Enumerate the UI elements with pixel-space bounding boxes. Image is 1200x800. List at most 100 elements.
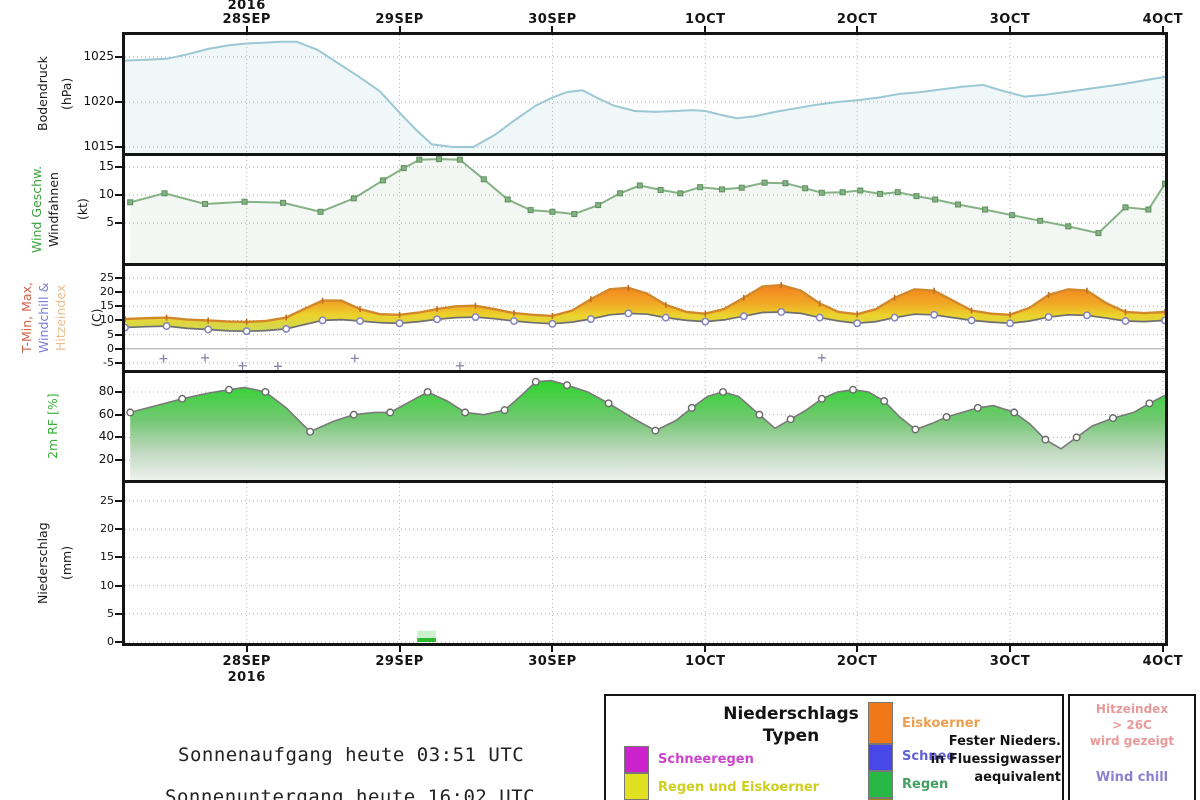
temperature-tick-label: 0 [107,341,114,355]
humidity-tick [115,436,122,439]
humidity-tick [115,413,122,416]
top-axis-day-label: 1OCT [685,12,726,27]
humidity-tick [115,390,122,393]
wind-tick [115,165,122,168]
bottom-axis-day-label: 28SEP [222,654,271,669]
wind-tick [115,222,122,224]
temperature-tick-label: 10 [100,313,114,327]
wind-panel [125,153,1165,263]
top-axis-day-label: 3OCT [989,12,1031,27]
schnee-swatch [868,744,893,771]
extra-swatch [868,798,893,800]
top-axis-tick [245,26,248,32]
wind-tick-label: 5 [106,215,114,229]
temperature-tick-label: -5 [103,355,114,369]
bottom-axis-day-label: 1OCT [685,654,726,669]
wind-axis-title: Windfahnen [46,172,61,247]
bottom-axis-tick [704,646,707,652]
humidity-plot [125,373,1165,480]
precipitation-tick [115,640,122,643]
temperature-tick [115,333,122,336]
top-axis-year-label: 2016 [227,0,266,13]
bottom-axis-tick [856,646,859,652]
temperature-panel [125,263,1165,370]
bottom-axis-day-label: 4OCT [1142,654,1184,669]
bottom-axis-tick [398,646,401,652]
eiskoerner-label: Eiskoerner [902,716,981,731]
pressure-plot [125,35,1165,153]
bottom-axis-day-label: 30SEP [528,654,577,669]
precipitation-tick [115,499,122,502]
regen-label: Regen [902,777,949,792]
schnee-label: Schnee [902,749,956,764]
top-axis-tick [551,26,554,32]
pressure-tick [115,145,122,148]
temperature-tick [115,276,122,279]
heatindex-note-line3: wird gezeigt [1089,734,1175,748]
wind-plot [125,156,1165,263]
bottom-axis-day-label: 2OCT [836,654,878,669]
wind-axis-title: Wind Geschw. [29,165,44,254]
solid-precip-note-line2: in Fluessigwasser [930,752,1061,767]
wind-tick-label: 10 [98,186,114,201]
bottom-axis-year-label: 2016 [227,670,266,685]
humidity-panel [125,370,1165,480]
sunset-text: Sonnenuntergang heute 16:02 UTC [165,786,536,800]
temperature-tick [115,347,122,350]
humidity-tick-label: 40 [98,429,114,444]
top-axis-tick [856,26,859,32]
precipitation-tick-label: 15 [100,550,114,564]
precipitation-tick [115,528,122,531]
temperature-tick-label: 25 [100,270,114,284]
wind-tick [115,193,122,196]
pressure-axis-title: Bodendruck [35,56,50,132]
windchill-label: Wind chill [1095,770,1169,785]
eiskoerner-swatch [868,702,893,744]
regen-swatch [868,771,893,798]
humidity-line [129,379,1165,450]
temperature-tick-label: 5 [107,327,114,341]
top-axis-day-label: 29SEP [375,12,424,27]
regen-eiskoerner-swatch [624,773,649,800]
heatindex-note-line2: > 26C [1112,718,1152,732]
precipitation-tick [115,556,122,559]
pressure-axis-unit: (hPa) [59,77,74,111]
solid-precip-note-line3: aequivalent [974,770,1061,785]
temperature-axis-title: Hitzeindex [53,284,68,352]
temperature-plot [125,266,1165,370]
temperature-tick [115,291,122,294]
humidity-tick [115,459,122,462]
sunrise-text: Sonnenaufgang heute 03:51 UTC [178,744,525,766]
legend-title-line2: Typen [762,726,820,746]
top-axis-tick [1009,26,1012,32]
temperature-band [125,285,1165,332]
solid-precip-note-line1: Fester Nieders. [948,734,1061,749]
schneeregen-swatch [624,746,649,773]
pressure-tick [115,55,122,58]
precipitation-axis-unit: (mm) [59,545,74,581]
pressure-tick-label: 1020 [83,93,114,108]
temperature-tick-label: 15 [100,299,114,313]
legend-title-line1: Niederschlags [723,704,859,724]
temperature-tick [115,319,122,322]
temperature-tick [115,305,122,308]
temperature-tick [115,361,122,364]
bottom-axis-day-label: 3OCT [989,654,1031,669]
humidity-tick-label: 20 [98,452,114,467]
precipitation-panel [125,480,1165,643]
bottom-axis-tick [1009,646,1012,652]
humidity-tick-label: 80 [98,383,114,398]
precipitation-legend: Niederschlags Typen Schneeregen Regen un… [604,694,1064,800]
top-axis-tick [1161,26,1164,32]
humidity-tick-label: 60 [98,406,114,421]
temperature-axis-title: Windchill & [36,282,51,354]
wind-line [129,158,1165,235]
top-axis-day-label: 30SEP [528,12,577,27]
pressure-tick-label: 1015 [83,138,114,153]
precipitation-tick-label: 20 [100,522,114,536]
precipitation-tick-label: 25 [100,493,114,507]
heatindex-windchill-legend: Hitzeindex > 26C wird gezeigt Wind chill [1068,694,1196,800]
regen-eiskoerner-label: Regen und Eiskoerner [658,780,820,795]
